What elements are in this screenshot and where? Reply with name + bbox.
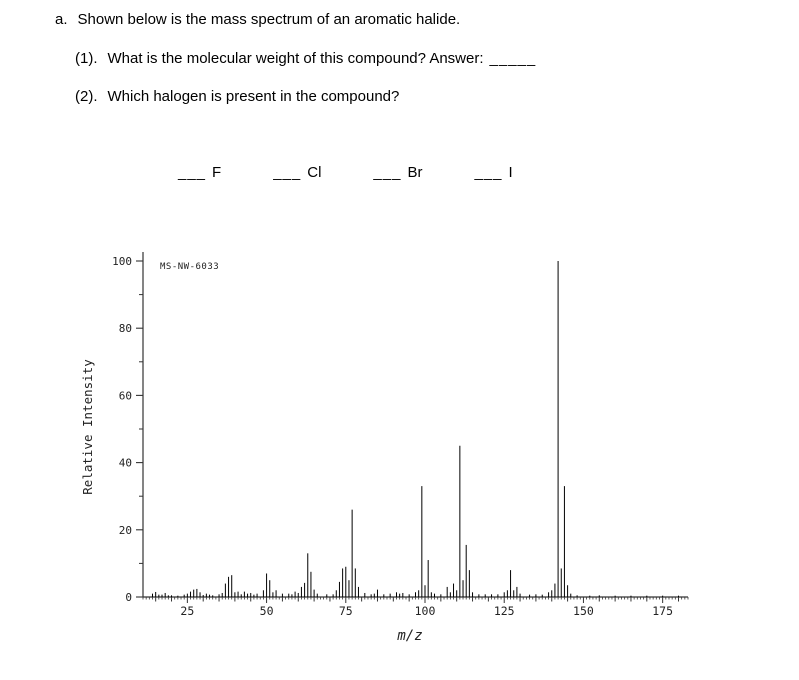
y-tick-label: 40 [119,457,132,470]
y-tick-label: 80 [119,322,132,335]
x-tick-label: 150 [573,604,594,618]
halogen-options: ___ F ___ Cl ___ Br ___ I [178,164,513,181]
y-tick-label: 60 [119,389,132,402]
x-tick-label: 100 [415,604,436,618]
x-tick-label: 75 [339,604,353,618]
answer-blank: _____ [489,50,537,67]
x-tick-label: 50 [260,604,274,618]
x-axis-title: m/z [397,628,423,644]
y-tick-label: 0 [125,591,132,604]
question-2-label: (2). [75,88,98,105]
y-tick-label: 100 [112,255,132,268]
option-iodine-label: I [508,164,513,181]
question-line-2: (2). Which halogen is present in the com… [75,87,399,107]
question-1-label: (1). [75,50,98,67]
question-1-text: What is the molecular weight of this com… [107,50,484,67]
spectrum-plot: 0 20 40 60 80 100 25 50 75 100 125 150 175 [112,252,689,618]
option-bromine-blank: ___ [373,164,402,181]
spectrum-id-label: MS-NW-6033 [160,262,220,272]
option-bromine-label: Br [407,164,423,181]
question-line-1: (1). What is the molecular weight of thi… [75,49,536,69]
x-tick-label: 25 [180,604,194,618]
part-label: a. [55,11,68,28]
option-chlorine: ___ Cl [273,164,321,181]
question-2-text: Which halogen is present in the compound… [107,88,400,105]
option-chlorine-blank: ___ [273,164,302,181]
option-iodine: ___ I [474,164,512,181]
x-tick-label: 125 [494,604,515,618]
x-tick-label: 175 [652,604,673,618]
option-iodine-blank: ___ [474,164,503,181]
question-intro-text: Shown below is the mass spectrum of an a… [77,11,461,28]
question-line-a: a. Shown below is the mass spectrum of a… [55,10,460,30]
option-fluorine-blank: ___ [178,164,207,181]
option-fluorine: ___ F [178,164,221,181]
option-fluorine-label: F [212,164,222,181]
option-bromine: ___ Br [373,164,422,181]
option-chlorine-label: Cl [307,164,322,181]
y-tick-label: 20 [119,524,132,537]
